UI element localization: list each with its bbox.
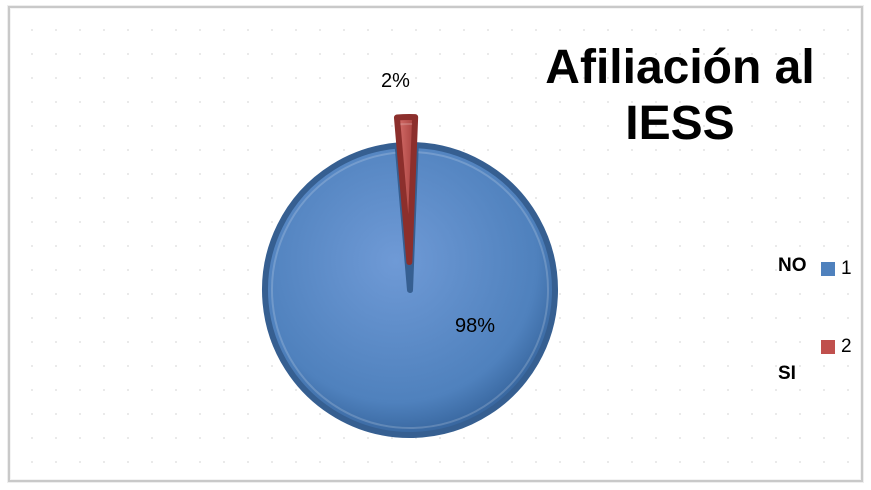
legend-swatch-blue <box>821 262 835 276</box>
data-label-2: 2% <box>381 70 410 92</box>
pie-slice-si <box>393 114 419 266</box>
legend-swatch-red <box>821 340 835 354</box>
legend-item-1: 1 <box>821 258 852 279</box>
data-label-1: 98% <box>455 315 495 337</box>
category-label-si: SI <box>778 363 796 384</box>
chart-title: Afiliación al IESS <box>545 41 815 150</box>
pie-slice-no <box>262 142 558 438</box>
pie-slice-no-bevel <box>271 151 549 429</box>
legend-label: 2 <box>841 336 852 357</box>
category-label-no: NO <box>778 255 807 276</box>
legend-item-2: 2 <box>821 336 852 357</box>
legend-label: 1 <box>841 258 852 279</box>
